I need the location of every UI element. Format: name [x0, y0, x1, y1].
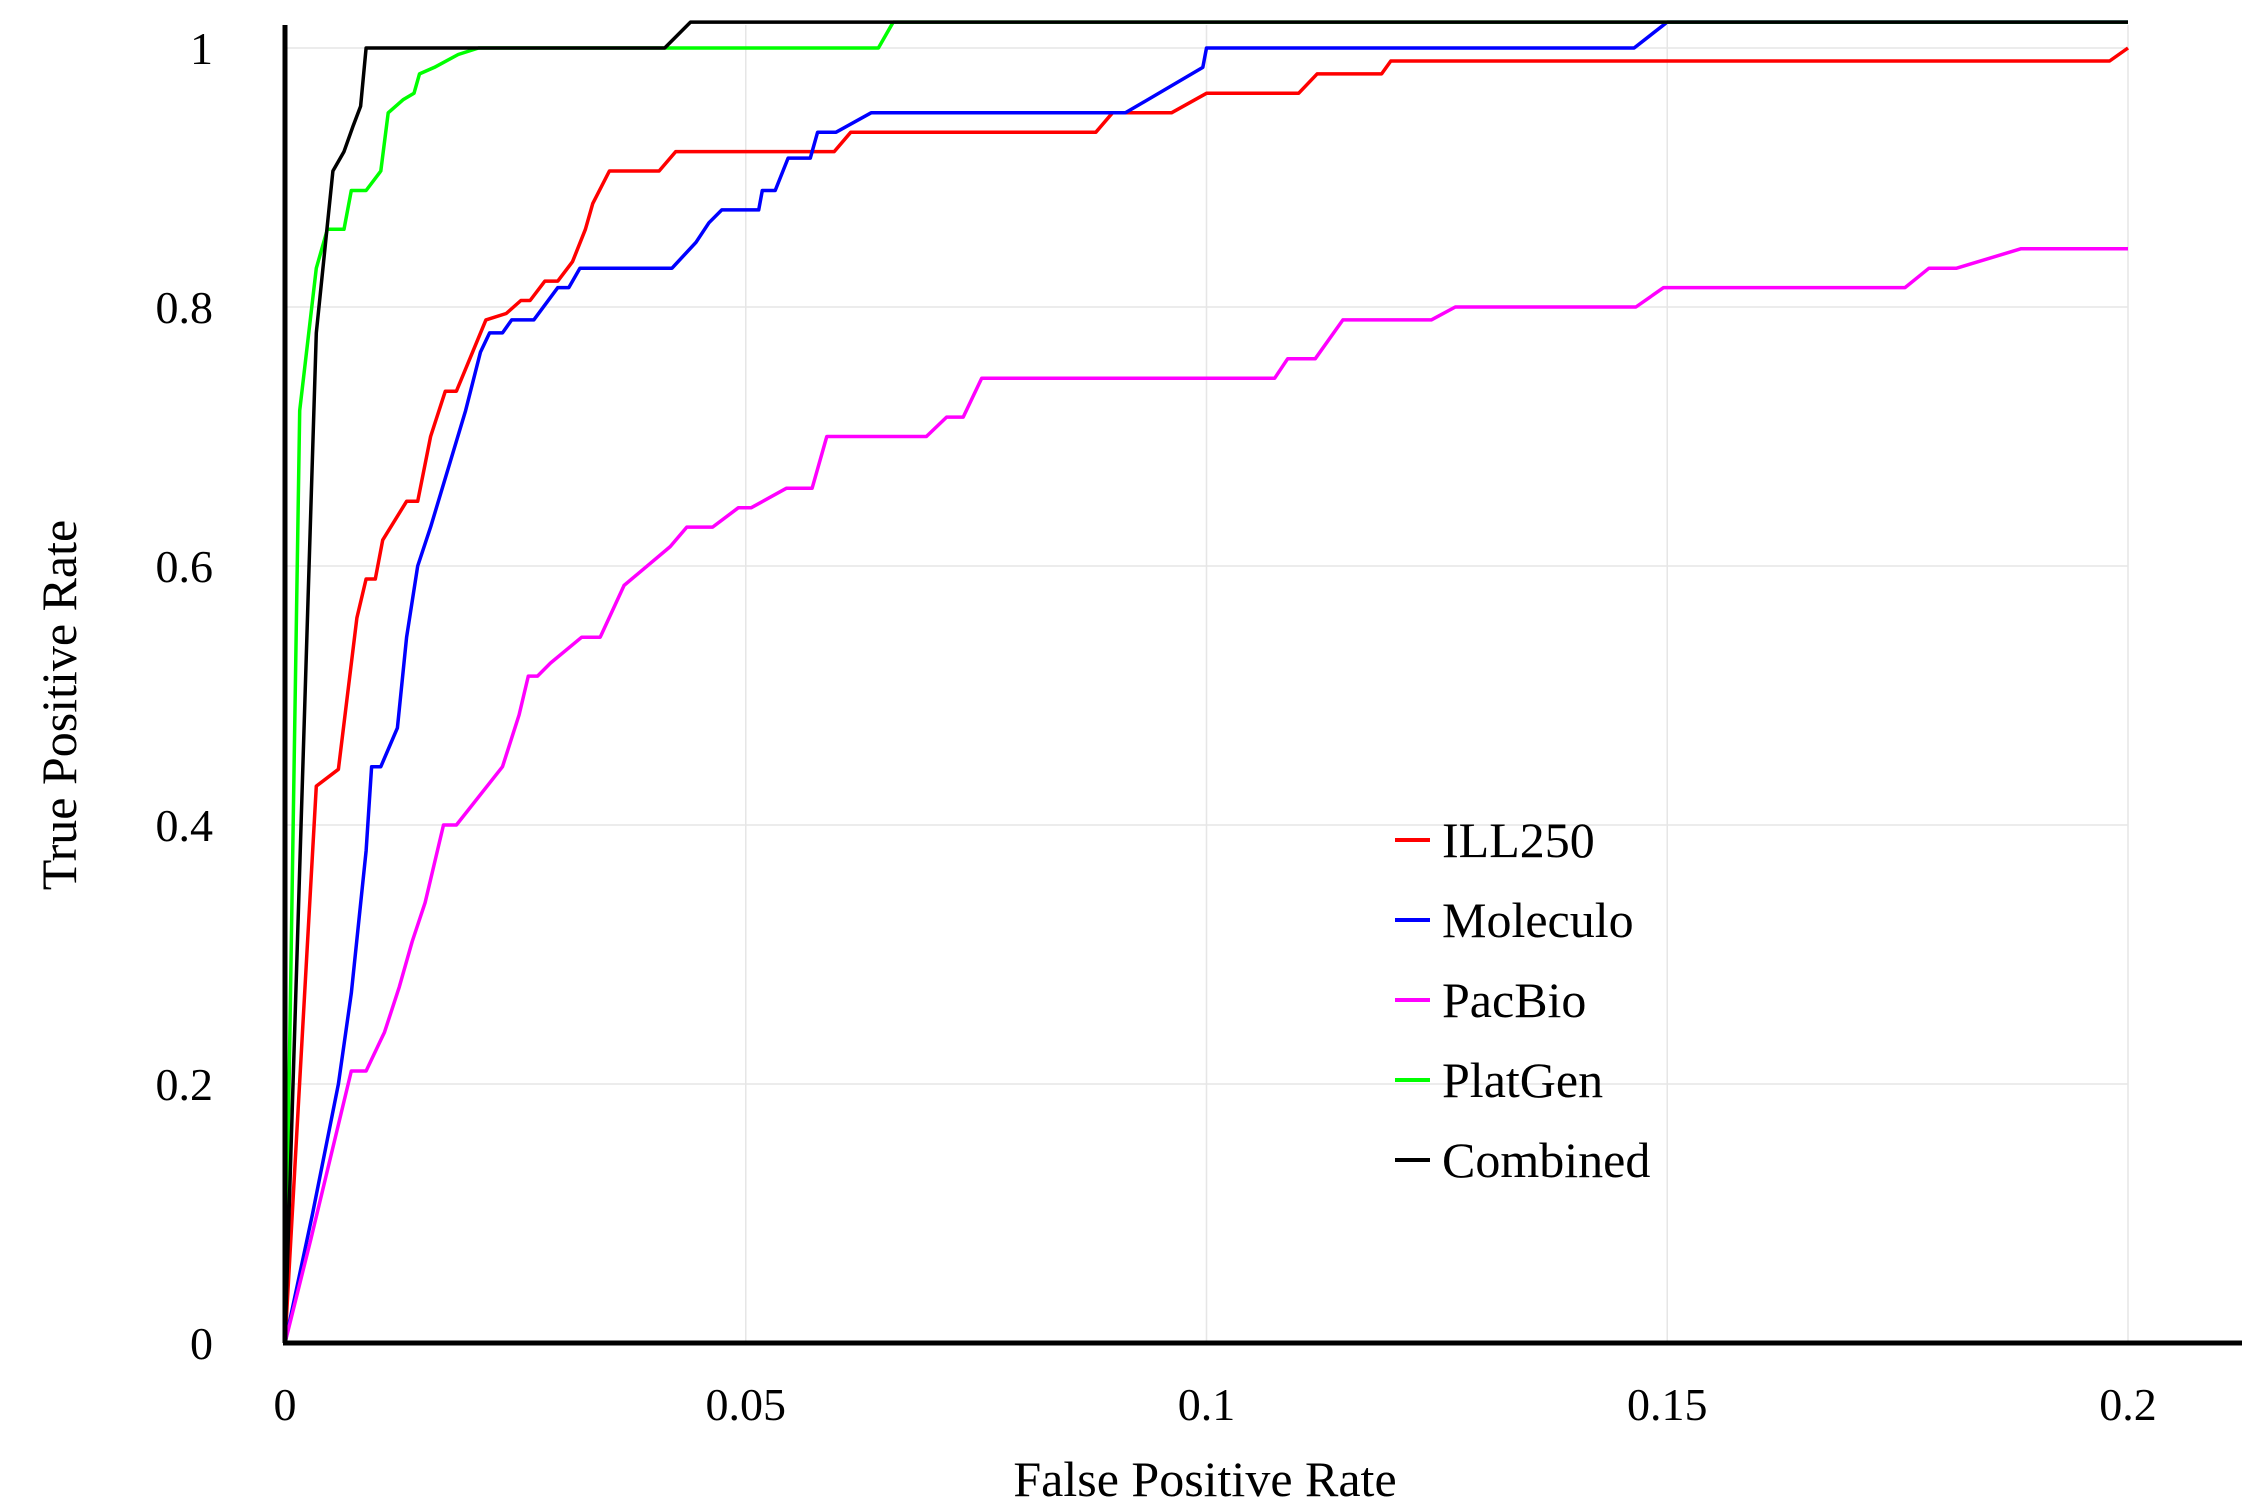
- y-tick-label: 0.2: [156, 1059, 214, 1110]
- legend: ILL250 Moleculo PacBio PlatGen Combined: [1395, 812, 1650, 1188]
- legend-item-platgen: PlatGen: [1395, 1052, 1603, 1108]
- legend-item-moleculo: Moleculo: [1395, 892, 1634, 948]
- x-tick-label: 0.1: [1178, 1379, 1236, 1430]
- series-line-moleculo: [283, 20, 2128, 1344]
- legend-label: Moleculo: [1442, 892, 1634, 948]
- grid-lines: [285, 25, 2129, 1343]
- y-tick-label: 0.4: [156, 800, 214, 851]
- series-lines: [283, 20, 2130, 1344]
- legend-item-ill250: ILL250: [1395, 812, 1595, 868]
- legend-item-combined: Combined: [1395, 1132, 1650, 1188]
- axes: [282, 25, 2242, 1346]
- legend-item-pacbio: PacBio: [1395, 972, 1586, 1028]
- y-tick-labels: 0 0.2 0.4 0.6 0.8 1: [156, 23, 214, 1369]
- x-tick-labels: 0 0.05 0.1 0.15 0.2: [274, 1379, 2157, 1430]
- legend-label: PlatGen: [1442, 1052, 1603, 1108]
- x-tick-label: 0: [274, 1379, 297, 1430]
- x-axis-title: False Positive Rate: [1013, 1451, 1396, 1507]
- y-axis-title: True Positive Rate: [31, 520, 87, 890]
- legend-label: ILL250: [1442, 812, 1595, 868]
- y-tick-label: 0.6: [156, 541, 214, 592]
- x-tick-label: 0.15: [1627, 1379, 1708, 1430]
- y-tick-label: 0.8: [156, 282, 214, 333]
- x-tick-label: 0.2: [2099, 1379, 2157, 1430]
- y-tick-label: 0: [190, 1318, 213, 1369]
- legend-label: PacBio: [1442, 972, 1586, 1028]
- legend-label: Combined: [1442, 1132, 1650, 1188]
- y-tick-label: 1: [190, 23, 213, 74]
- series-line-pacbio: [283, 246, 2128, 1344]
- series-line-combined: [283, 20, 2128, 1344]
- x-tick-label: 0.05: [706, 1379, 787, 1430]
- series-line-ill250: [283, 46, 2130, 1344]
